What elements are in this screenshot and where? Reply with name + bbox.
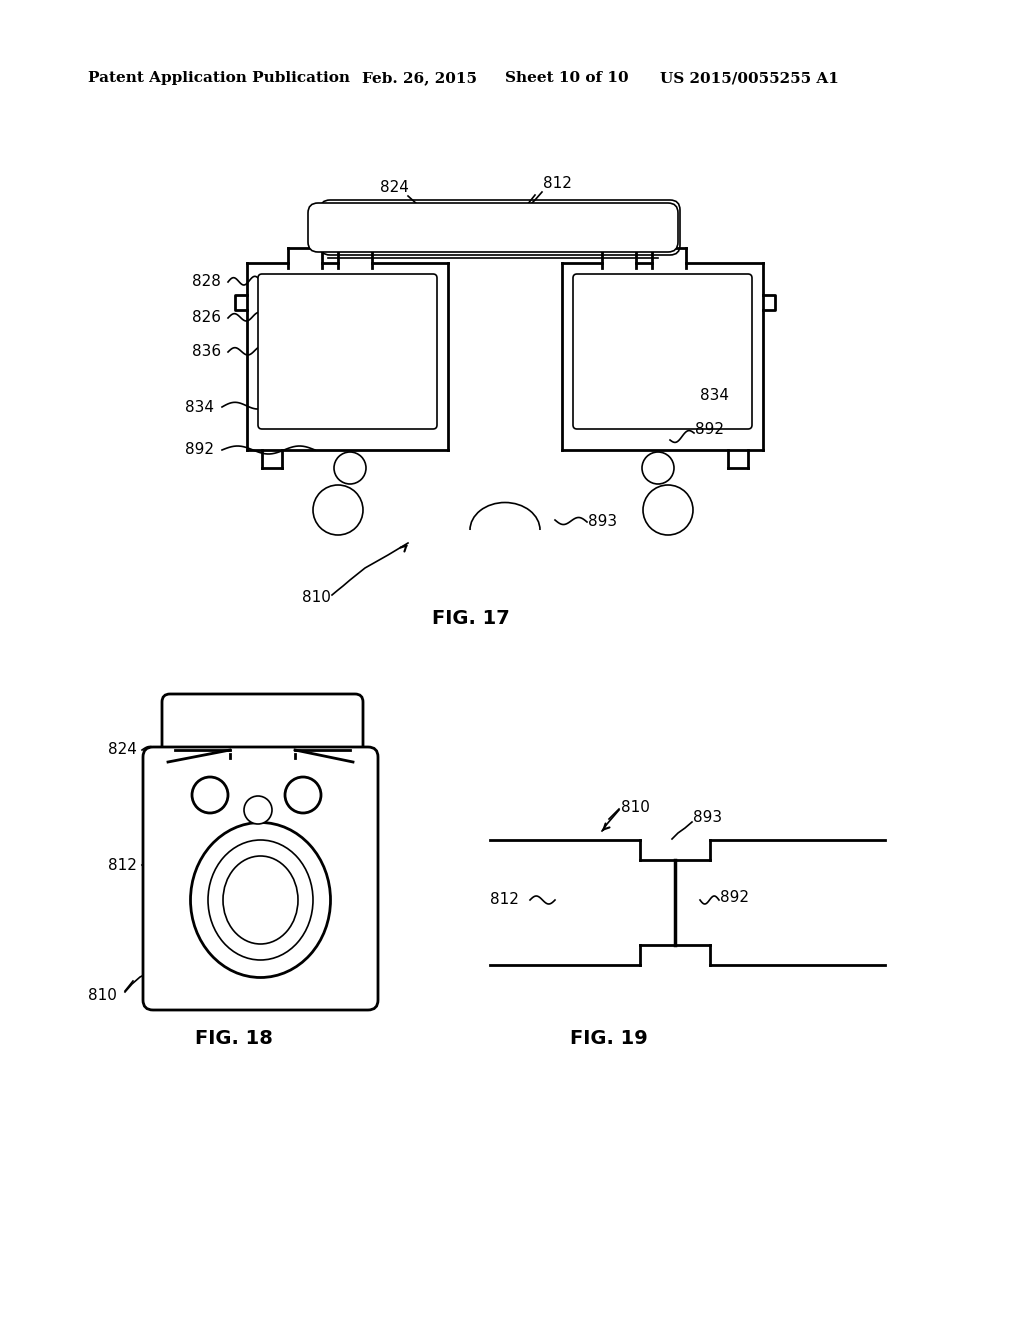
Text: 812: 812: [543, 176, 571, 190]
Text: 893: 893: [588, 515, 617, 529]
Text: Patent Application Publication: Patent Application Publication: [88, 71, 350, 84]
Text: Feb. 26, 2015: Feb. 26, 2015: [362, 71, 477, 84]
FancyBboxPatch shape: [162, 694, 362, 763]
FancyBboxPatch shape: [308, 203, 678, 252]
Text: 892: 892: [695, 422, 724, 437]
Text: US 2015/0055255 A1: US 2015/0055255 A1: [660, 71, 839, 84]
Text: 834: 834: [700, 388, 729, 403]
Text: 892: 892: [318, 741, 347, 755]
Text: 810: 810: [302, 590, 331, 605]
Text: 824: 824: [380, 181, 409, 195]
Ellipse shape: [223, 855, 298, 944]
Circle shape: [334, 451, 366, 484]
Text: 834: 834: [185, 400, 214, 416]
Text: 893: 893: [318, 719, 347, 734]
Text: 892: 892: [185, 442, 214, 458]
Text: 893: 893: [693, 810, 722, 825]
FancyBboxPatch shape: [573, 275, 752, 429]
Text: FIG. 17: FIG. 17: [432, 609, 510, 627]
Text: 826: 826: [193, 310, 221, 326]
Text: 812: 812: [108, 858, 137, 873]
Polygon shape: [230, 750, 295, 762]
Circle shape: [285, 777, 321, 813]
Text: 812: 812: [490, 892, 519, 908]
Text: FIG. 19: FIG. 19: [570, 1028, 648, 1048]
Circle shape: [643, 484, 693, 535]
Circle shape: [313, 484, 362, 535]
Ellipse shape: [190, 822, 331, 978]
Text: 810: 810: [88, 987, 117, 1002]
Text: 824: 824: [108, 742, 137, 758]
Circle shape: [193, 777, 228, 813]
Circle shape: [642, 451, 674, 484]
FancyBboxPatch shape: [319, 201, 680, 255]
Circle shape: [244, 796, 272, 824]
Text: 810: 810: [621, 800, 650, 816]
Text: 892: 892: [720, 891, 749, 906]
Text: 836: 836: [193, 345, 221, 359]
Text: Sheet 10 of 10: Sheet 10 of 10: [505, 71, 629, 84]
Text: 828: 828: [193, 275, 221, 289]
Text: FIG. 18: FIG. 18: [195, 1028, 272, 1048]
FancyBboxPatch shape: [143, 747, 378, 1010]
Ellipse shape: [208, 840, 313, 960]
FancyBboxPatch shape: [258, 275, 437, 429]
